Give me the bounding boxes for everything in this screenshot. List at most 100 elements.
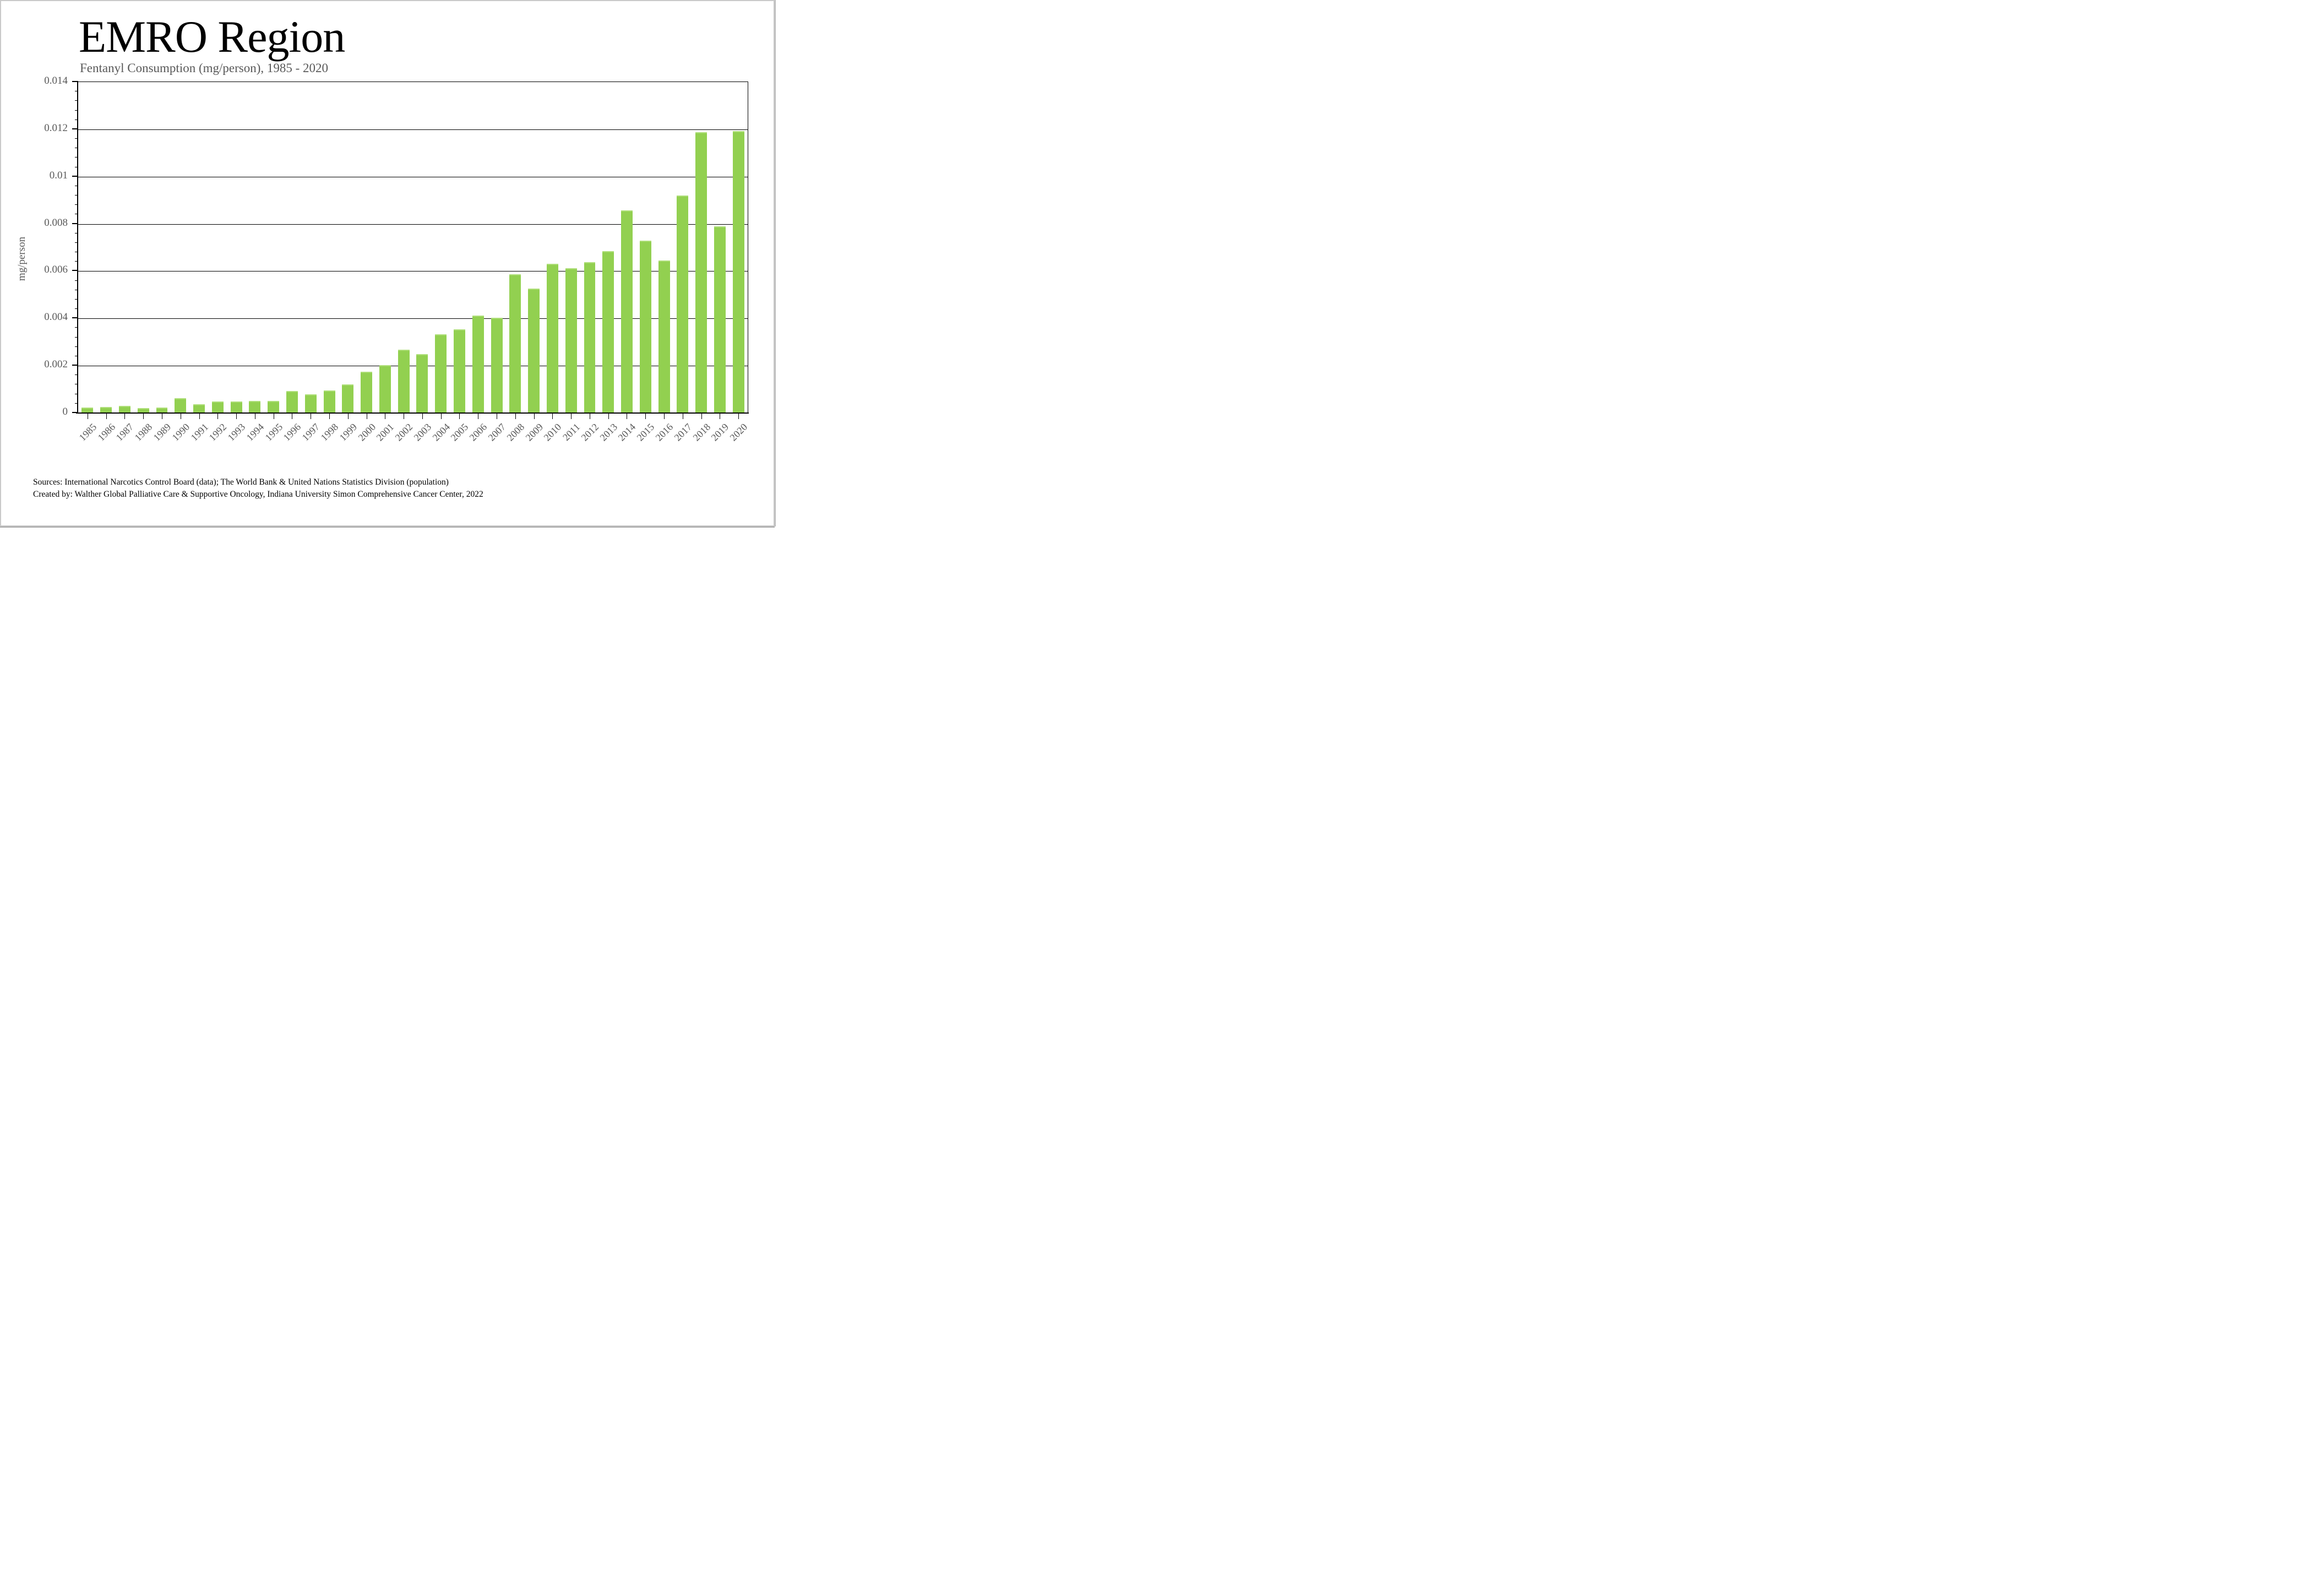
x-axis (76, 412, 749, 414)
bar-slot (618, 82, 636, 412)
bar-2015 (639, 240, 651, 412)
bar-slot (599, 82, 618, 412)
y-tick-label: 0.008 (44, 216, 68, 229)
bar-2001 (379, 365, 391, 412)
y-tick-label: 0 (62, 406, 68, 417)
bar-slot (394, 82, 413, 412)
bar-slot (450, 82, 469, 412)
bar-2019 (714, 226, 726, 412)
bar-slot (636, 82, 655, 412)
bar-2014 (621, 210, 633, 412)
x-tick (440, 414, 442, 419)
bar-2000 (361, 372, 373, 412)
bar-slot (562, 82, 580, 412)
x-tick (664, 414, 665, 419)
bar-1998 (323, 390, 335, 412)
x-tick (143, 414, 144, 419)
y-tick-label: 0.012 (44, 122, 68, 134)
bar-1985 (81, 408, 94, 412)
y-minor-tick (75, 346, 78, 347)
bar-2017 (677, 195, 689, 412)
y-minor-tick (75, 110, 78, 111)
x-tick (738, 414, 739, 419)
gridline (78, 318, 748, 319)
bar-slot (78, 82, 97, 412)
bar-slot (580, 82, 599, 412)
y-minor-tick (75, 157, 78, 158)
source-note: Sources: International Narcotics Control… (33, 476, 483, 501)
y-major-tick (72, 365, 78, 366)
bar-2011 (565, 268, 577, 412)
bar-slot (729, 82, 748, 412)
bar-slot (246, 82, 264, 412)
y-minor-tick (75, 100, 78, 101)
chart-canvas: EMRO Region Fentanyl Consumption (mg/per… (0, 0, 775, 526)
bar-slot (171, 82, 190, 412)
y-major-tick (72, 175, 78, 177)
bar-1999 (342, 384, 354, 412)
bar-1989 (156, 407, 168, 412)
bar-1990 (175, 398, 187, 412)
y-tick-label: 0.01 (49, 169, 68, 181)
bar-slot (208, 82, 227, 412)
bar-1993 (230, 401, 242, 412)
bar-slot (283, 82, 302, 412)
source-line: Sources: International Narcotics Control… (33, 477, 449, 487)
y-major-tick (72, 222, 78, 224)
bar-slot (116, 82, 134, 412)
bar-2010 (546, 263, 558, 412)
y-minor-tick (75, 261, 78, 262)
y-tick-label: 0.006 (44, 264, 68, 276)
bar-2013 (602, 251, 614, 412)
bar-slot (190, 82, 209, 412)
bar-2018 (695, 132, 707, 412)
gridline (78, 224, 748, 225)
x-tick (347, 414, 349, 419)
page-title: EMRO Region (79, 12, 345, 62)
y-minor-tick (75, 195, 78, 196)
y-major-tick (72, 81, 78, 82)
bar-slot (301, 82, 320, 412)
bar-2002 (398, 350, 410, 412)
bar-2003 (416, 354, 428, 412)
credit-line: Created by: Walther Global Palliative Ca… (33, 490, 483, 499)
bar-slot (487, 82, 506, 412)
bar-slot (525, 82, 543, 412)
bar-1994 (249, 400, 261, 412)
bar-slot (655, 82, 673, 412)
y-minor-tick (75, 138, 78, 139)
bar-slot (97, 82, 116, 412)
chart-subtitle: Fentanyl Consumption (mg/person), 1985 -… (80, 61, 329, 75)
bar-slot (153, 82, 171, 412)
bar-slot (357, 82, 376, 412)
bar-1986 (100, 406, 112, 412)
x-tick (571, 414, 572, 419)
bar-slot (339, 82, 357, 412)
x-tick (645, 414, 646, 419)
bar-1987 (118, 405, 130, 412)
y-minor-tick (75, 327, 78, 328)
bar-slot (320, 82, 339, 412)
y-axis (77, 82, 78, 413)
bar-2004 (435, 334, 447, 412)
y-minor-tick (75, 232, 78, 234)
bar-slot (432, 82, 450, 412)
bar-slot (543, 82, 562, 412)
x-tick (217, 414, 219, 419)
bar-slot (692, 82, 711, 412)
y-minor-tick (75, 374, 78, 376)
bar-series (78, 82, 748, 412)
x-tick (124, 414, 126, 419)
x-tick (552, 414, 553, 419)
y-minor-tick (75, 204, 78, 205)
bar-slot (134, 82, 153, 412)
y-major-tick (72, 317, 78, 319)
bar-slot (469, 82, 487, 412)
bar-1996 (286, 390, 298, 412)
x-tick (106, 414, 107, 419)
x-tick (422, 414, 423, 419)
bar-slot (506, 82, 525, 412)
bar-2006 (472, 316, 484, 412)
bar-2020 (732, 131, 744, 412)
x-tick (329, 414, 330, 419)
